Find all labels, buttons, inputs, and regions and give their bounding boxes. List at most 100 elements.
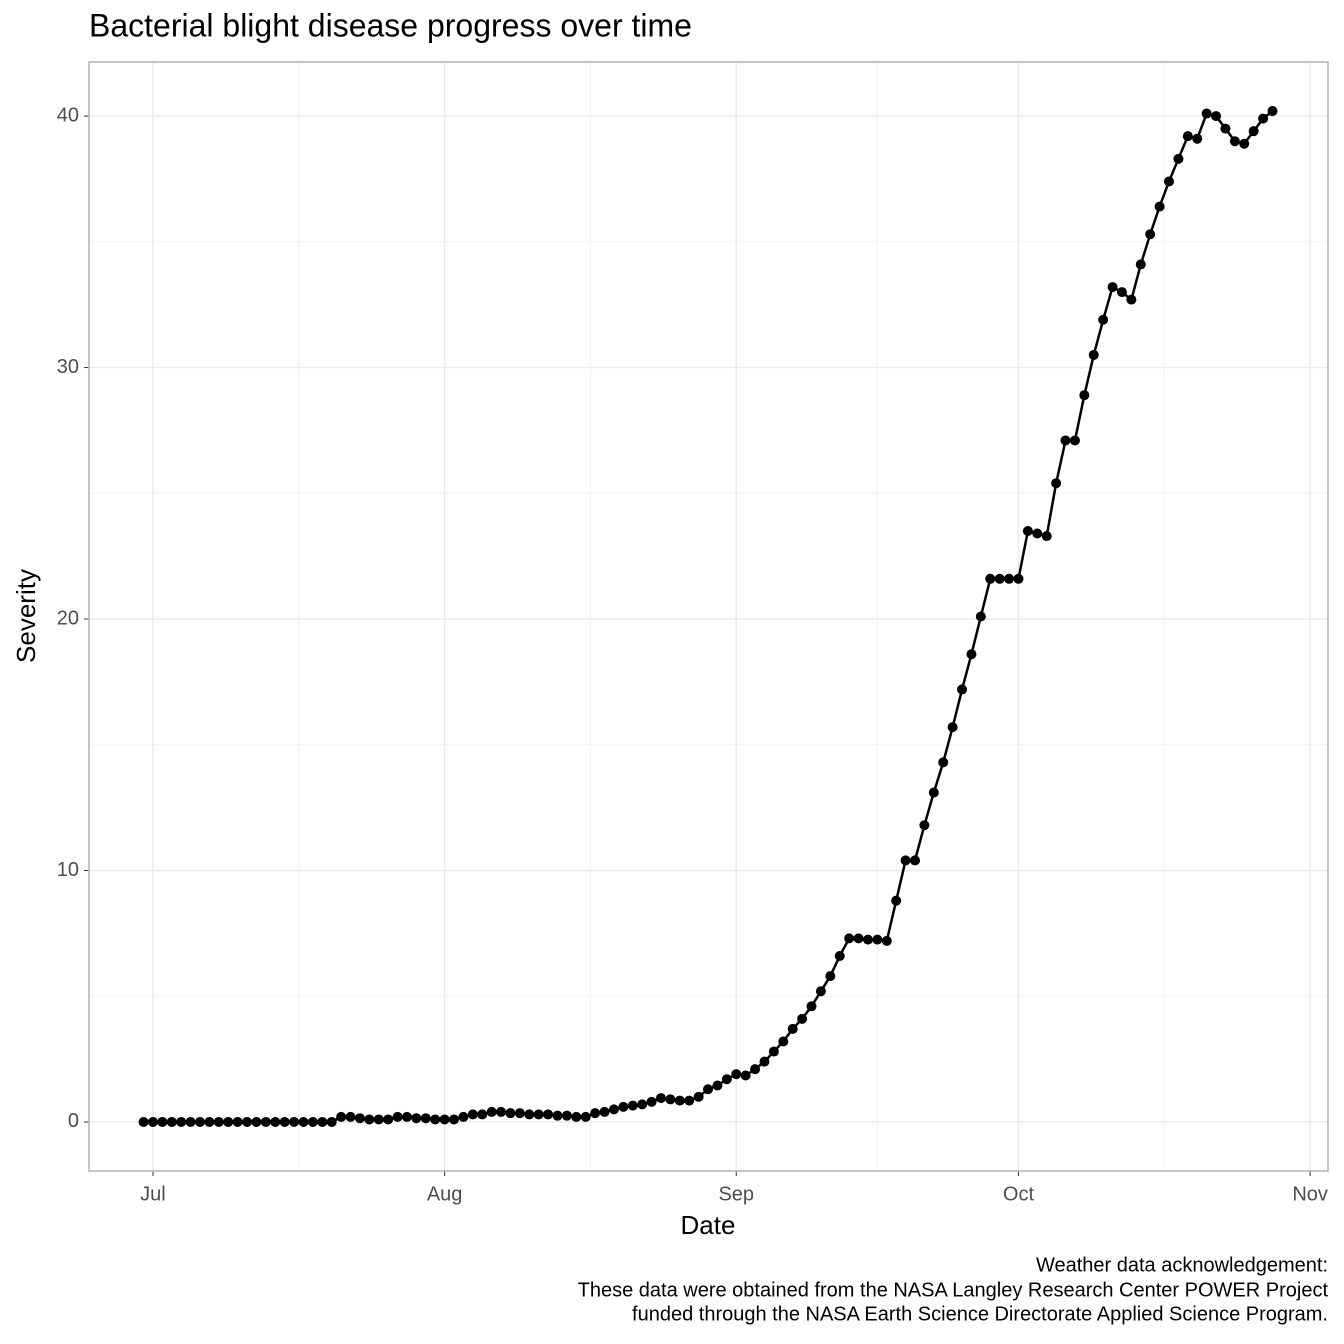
point [599,1106,610,1117]
point [458,1111,469,1122]
point [533,1109,544,1120]
point [157,1116,168,1127]
point [307,1116,318,1127]
point [1173,153,1184,164]
point [138,1116,149,1127]
point [1098,314,1109,325]
point [486,1106,497,1117]
point [674,1095,685,1106]
point [543,1109,554,1120]
point [1182,131,1193,142]
point [1164,176,1175,187]
point [420,1113,431,1124]
point [223,1116,234,1127]
point [938,757,949,768]
point [910,855,920,866]
line [143,110,1274,1124]
point [750,1064,761,1075]
point [853,933,864,944]
point [185,1116,196,1127]
point [1220,123,1231,134]
caption: funded through the NASA Earth Science Di… [632,1303,1328,1325]
point [439,1114,450,1125]
point [354,1113,365,1124]
point [665,1094,676,1105]
y-tick-label: 40 [57,104,79,126]
x-axis-title: Date [681,1210,736,1240]
point [608,1104,619,1115]
point [373,1114,384,1125]
point [195,1116,206,1127]
point [166,1116,177,1127]
point [242,1116,253,1127]
point [881,935,892,946]
y-tick-label: 30 [57,356,79,378]
point [721,1074,732,1085]
point [1258,113,1269,124]
point [1041,531,1052,542]
point [1088,349,1099,360]
point [768,1046,779,1057]
point [646,1096,657,1107]
point [844,933,855,944]
chart-title: Bacterial blight disease progress over t… [89,7,692,43]
point [1201,108,1212,119]
point [430,1114,441,1125]
point [787,1023,798,1034]
point [731,1069,742,1080]
x-tick-label: Sep [718,1183,754,1205]
point [1192,133,1203,144]
point [703,1084,714,1095]
point [637,1099,648,1110]
point [618,1101,629,1112]
caption: Weather data acknowledgement: [1036,1254,1328,1276]
point [806,1001,817,1012]
point [289,1116,300,1127]
point [1107,282,1118,293]
y-axis-title: Severity [11,569,41,663]
point [1126,294,1137,305]
point [1154,201,1165,212]
y-tick-label: 10 [57,859,79,881]
point [279,1116,290,1127]
point [834,950,845,961]
point [336,1111,347,1122]
x-tick-label: Aug [427,1183,463,1205]
point [270,1116,281,1127]
panel-border [88,61,1329,1172]
point [251,1116,262,1127]
point [524,1109,535,1120]
point [957,684,968,695]
point [571,1111,582,1122]
point [693,1091,704,1102]
caption: These data were obtained from the NASA L… [578,1279,1329,1301]
point [505,1108,516,1119]
point [712,1080,723,1091]
point [204,1116,215,1127]
point [1022,525,1033,536]
point [326,1116,337,1127]
point [1248,126,1259,137]
point [496,1106,507,1117]
point [1032,528,1043,539]
point [1229,136,1240,147]
point [759,1056,770,1067]
point [966,649,977,660]
point [862,934,873,945]
point [449,1114,460,1125]
point [778,1036,789,1047]
point [232,1116,243,1127]
point [147,1116,158,1127]
point [477,1109,488,1120]
point [364,1114,375,1125]
point [260,1116,271,1127]
point [514,1108,525,1119]
point [994,573,1005,584]
point [627,1100,638,1111]
point [1051,478,1062,489]
point [552,1110,563,1121]
point [580,1111,591,1122]
point [1145,229,1156,240]
point [1135,259,1146,270]
